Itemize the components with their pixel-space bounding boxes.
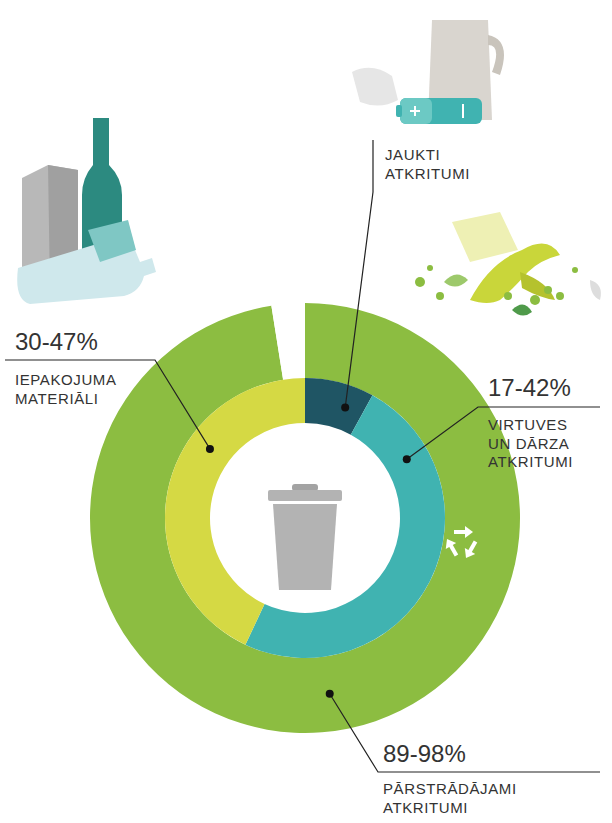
category-label: PĀRSTRĀDĀJAMI ATKRITUMI	[383, 780, 517, 816]
leader-dot	[341, 404, 349, 412]
range-label: 89-98%	[383, 740, 466, 767]
donut	[90, 303, 520, 733]
trash-can-handle	[292, 484, 318, 491]
pea-icon	[544, 286, 552, 294]
recycle-arrow-shaft	[454, 530, 466, 534]
pea-icon	[572, 267, 578, 273]
pea-icon	[427, 265, 433, 271]
category-label-line: UN DĀRZA	[488, 435, 569, 452]
leader-line	[5, 360, 210, 449]
trash-can-body	[273, 504, 337, 590]
recycle-arrow-shaft	[450, 545, 456, 555]
recycle-arrow	[454, 526, 473, 538]
labels: PĀRSTRĀDĀJAMI ATKRITUMI 89-98% JAUKTI ATKRIT…	[5, 140, 600, 816]
leaf-icon	[512, 304, 532, 315]
range-label: 17-42%	[488, 374, 571, 401]
banana-icon	[470, 244, 560, 303]
donut-segment	[90, 303, 520, 733]
trash-can-icon	[268, 484, 342, 590]
donut-segment	[271, 303, 305, 380]
battery-minus	[462, 104, 464, 118]
category-label: JAUKTI ATKRITUMI	[385, 146, 470, 182]
category-label: VIRTUVES UN DĀRZAATKRITUMI	[488, 416, 573, 470]
category-label-line: PĀRSTRĀDĀJAMI	[383, 780, 517, 797]
leader-dot	[403, 455, 411, 463]
pea-icon	[504, 292, 512, 300]
leader-line	[407, 407, 600, 459]
category-label-line: JAUKTI	[385, 146, 440, 163]
leader-dot	[326, 690, 334, 698]
recycle-arrow-head	[442, 536, 456, 549]
leader-dot	[206, 445, 214, 453]
category-label-line: IEPAKOJUMA	[15, 371, 117, 388]
plastic-bag-icon	[88, 220, 136, 262]
range-label: 30-47%	[15, 328, 98, 355]
food-peel-icon	[452, 212, 518, 262]
category-label-line: VIRTUVES	[488, 416, 568, 433]
category-label-line: ATKRITUMI	[383, 799, 468, 816]
bulb-icon	[352, 68, 398, 106]
pea-icon	[556, 292, 564, 300]
recycle-arrow	[442, 536, 462, 558]
category-label-line: ATKRITUMI	[385, 165, 470, 182]
canvas: PĀRSTRĀDĀJAMI ATKRITUMI 89-98% JAUKTI ATKRIT…	[0, 0, 612, 823]
category-label-line: ATKRITUMI	[488, 453, 573, 470]
jug-handle	[488, 35, 504, 75]
category-label: IEPAKOJUMA MATERIĀLI	[15, 371, 117, 407]
category-label-line: MATERIĀLI	[15, 390, 98, 407]
battery-cap	[400, 98, 432, 124]
battery-plus-v	[414, 106, 416, 116]
recycle-arrow-head	[465, 526, 473, 538]
battery-pole	[396, 105, 402, 117]
pea-icon	[436, 292, 444, 300]
trash-can-lid	[268, 490, 342, 501]
pea-icon	[415, 277, 425, 287]
donut-segment	[245, 395, 445, 658]
battery-icon	[400, 98, 482, 124]
recycle-arrow-head	[461, 548, 475, 561]
pea-icon	[530, 295, 540, 305]
recycle-arrow-shaft	[470, 542, 476, 552]
icons	[17, 20, 601, 316]
leaf-icon	[444, 274, 468, 286]
shell-icon	[590, 280, 601, 300]
leader-line	[345, 140, 373, 408]
recycle-icon	[442, 526, 481, 561]
leader-line	[330, 694, 600, 772]
recycle-arrow	[461, 539, 481, 561]
